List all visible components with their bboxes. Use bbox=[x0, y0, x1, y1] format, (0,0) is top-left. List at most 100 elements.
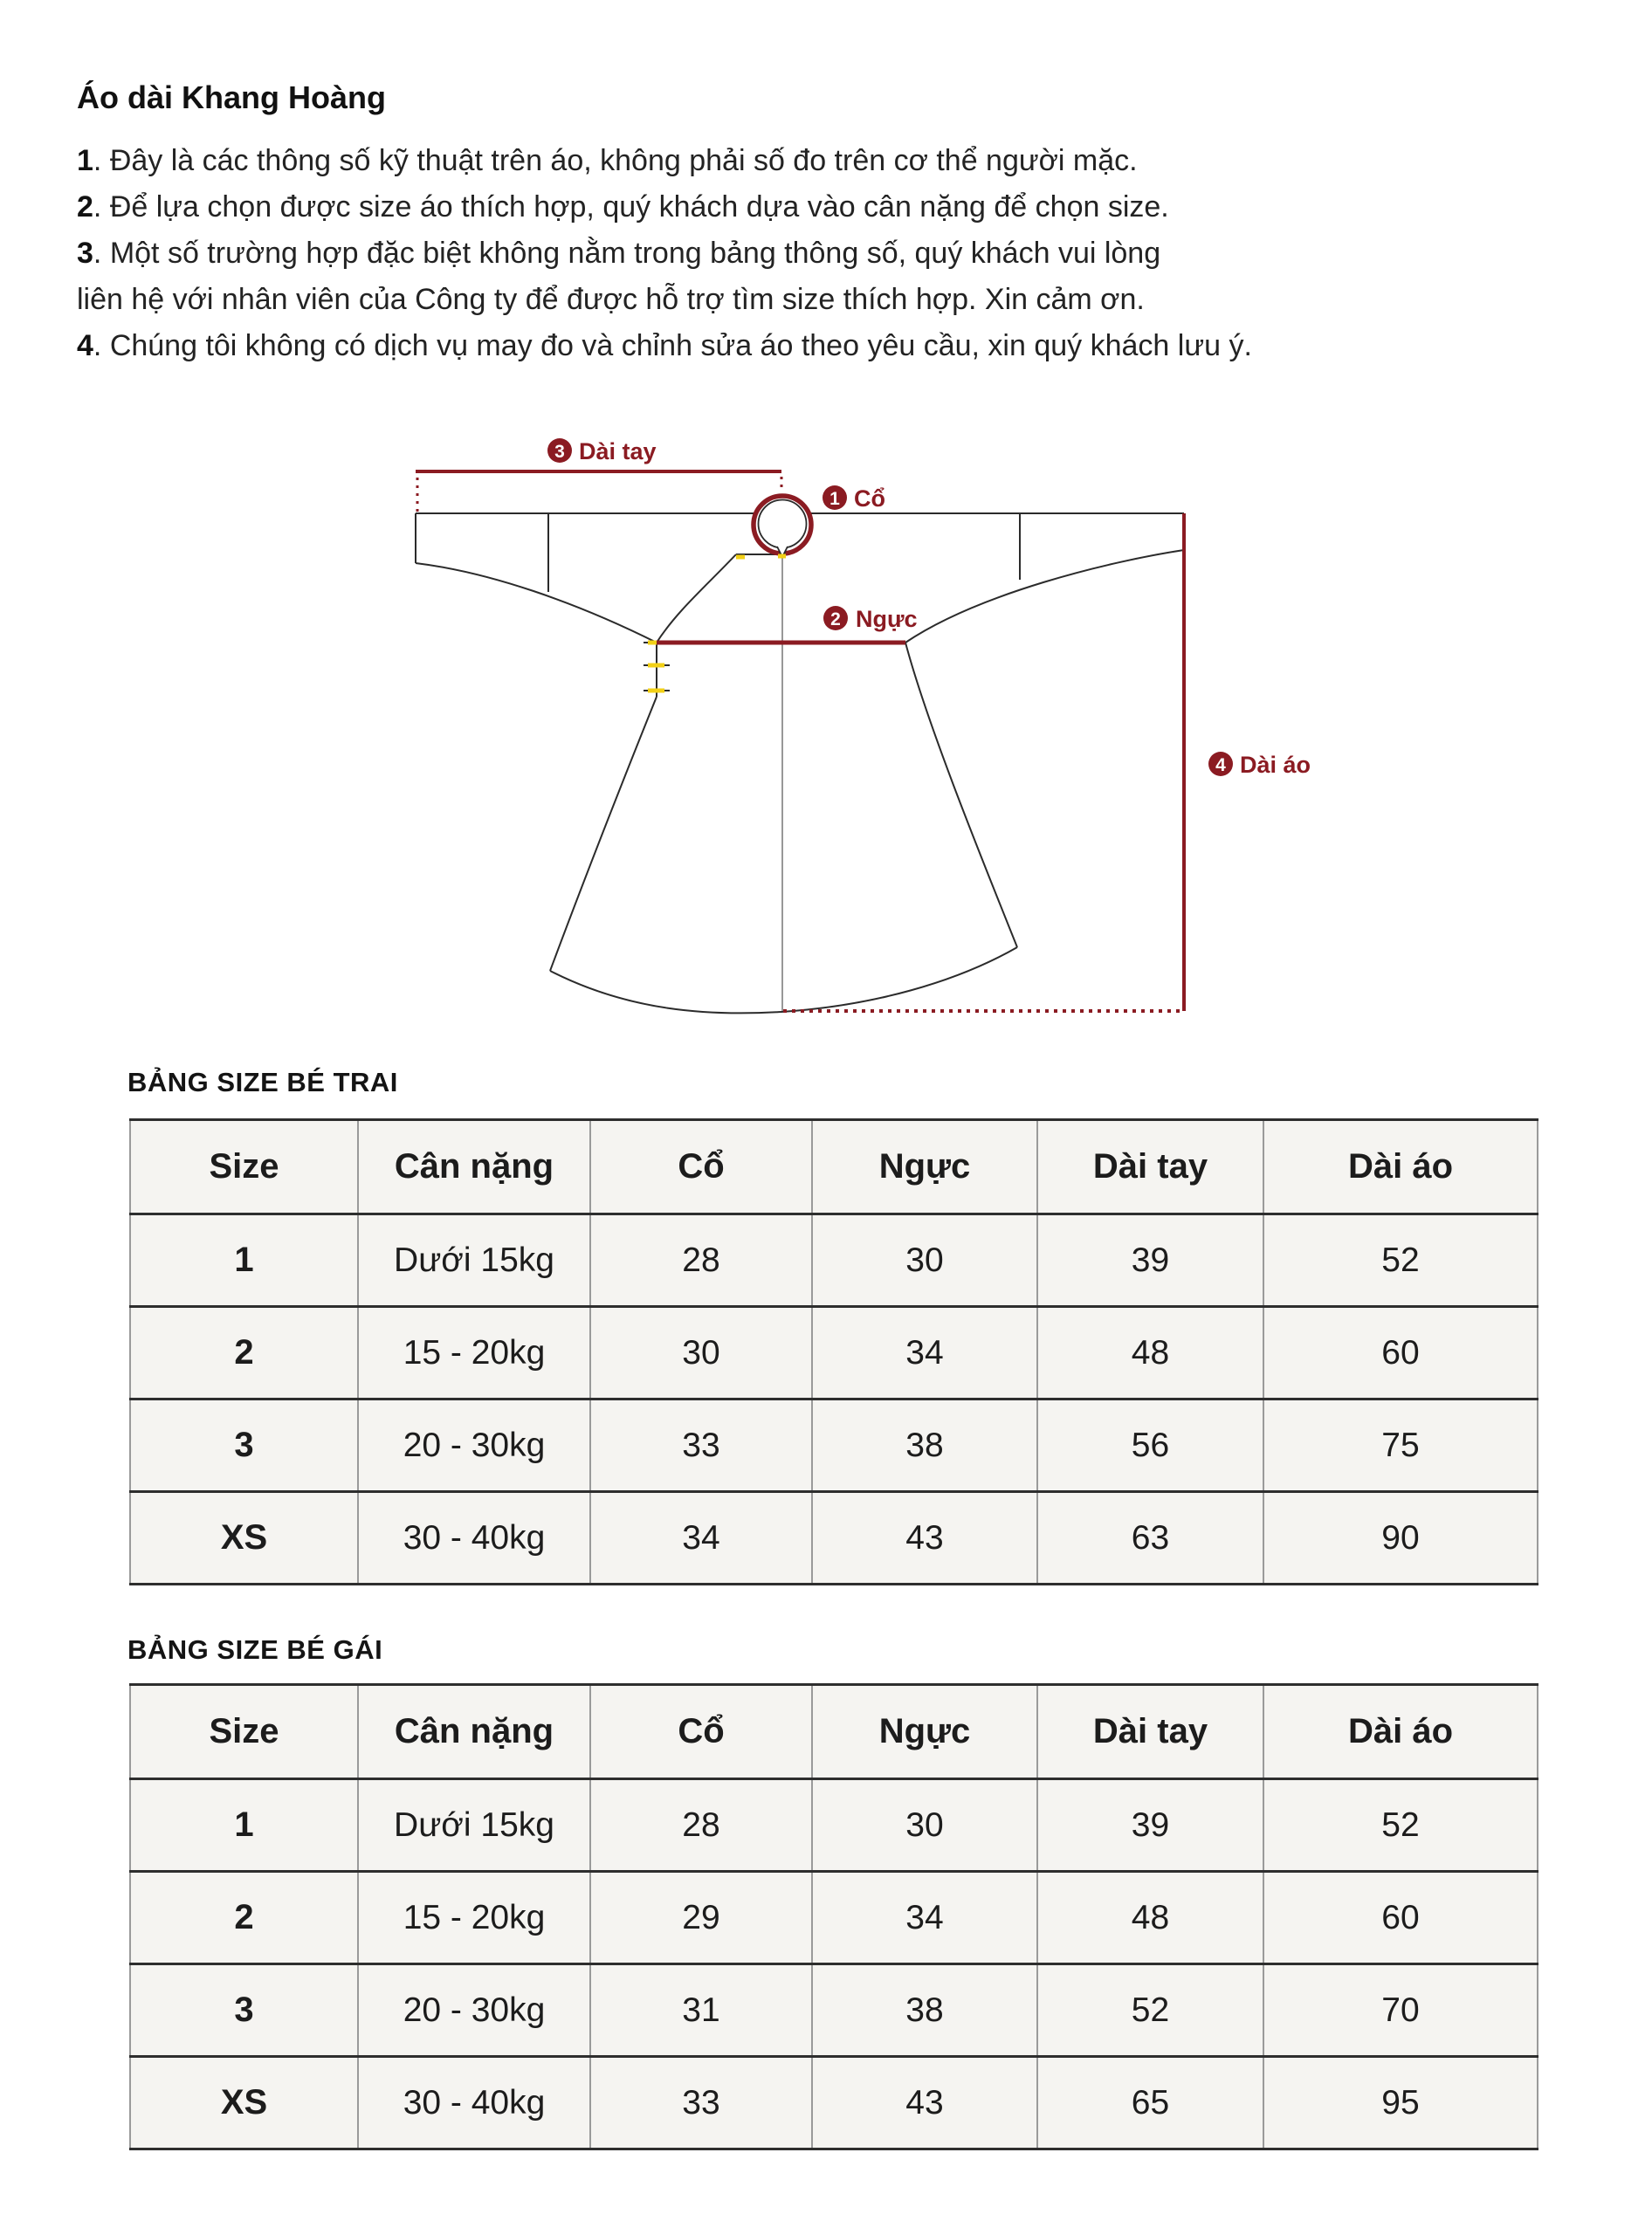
length-cell: 52 bbox=[1263, 1213, 1538, 1308]
chest-cell: 38 bbox=[811, 1398, 1038, 1493]
weight-cell: 20 - 30kg bbox=[357, 1963, 591, 2058]
badge-3-number: 3 bbox=[554, 442, 565, 462]
header-cell-sleeve: Dài tay bbox=[1036, 1683, 1264, 1780]
chest-cell: 34 bbox=[811, 1870, 1038, 1965]
header-cell-size: Size bbox=[129, 1118, 359, 1215]
boys-table-title: BẢNG SIZE BÉ TRAI bbox=[127, 1067, 398, 1097]
chest-cell: 30 bbox=[811, 1778, 1038, 1873]
neck-cell: 29 bbox=[589, 1870, 813, 1965]
size-cell: 3 bbox=[129, 1398, 359, 1493]
weight-cell: 15 - 20kg bbox=[357, 1305, 591, 1400]
length-cell: 95 bbox=[1263, 2055, 1538, 2150]
chest-cell: 30 bbox=[811, 1213, 1038, 1308]
badge-4-icon bbox=[1208, 752, 1233, 776]
header-cell-chest: Ngực bbox=[811, 1118, 1038, 1215]
header-cell-weight: Cân nặng bbox=[357, 1118, 591, 1215]
length-cell: 75 bbox=[1263, 1398, 1538, 1493]
size-cell: 2 bbox=[129, 1870, 359, 1965]
size-cell: 1 bbox=[129, 1213, 359, 1308]
collar-ring bbox=[751, 493, 814, 556]
header-row: Size Cân nặng Cổ Ngực Dài tay Dài áo bbox=[129, 1683, 1538, 1780]
neck-label: Cổ bbox=[854, 485, 885, 512]
size-cell: XS bbox=[129, 1490, 359, 1585]
neck-cell: 28 bbox=[589, 1213, 813, 1308]
garment-outline bbox=[415, 512, 1185, 1014]
note-text: . Chúng tôi không có dịch vụ may đo và c… bbox=[93, 329, 1252, 362]
neck-cell: 30 bbox=[589, 1305, 813, 1400]
sleeve-cell: 39 bbox=[1036, 1778, 1264, 1873]
sleeve-cell: 48 bbox=[1036, 1870, 1264, 1965]
weight-cell: 15 - 20kg bbox=[357, 1870, 591, 1965]
weight-cell: 30 - 40kg bbox=[357, 1490, 591, 1585]
note-line-1: 1. Đây là các thông số kỹ thuật trên áo,… bbox=[77, 138, 1387, 184]
note-number: 2 bbox=[77, 190, 93, 224]
length-cell: 60 bbox=[1263, 1305, 1538, 1400]
girls-table-title: BẢNG SIZE BÉ GÁI bbox=[127, 1634, 383, 1665]
table-row: 1 Dưới 15kg 28 30 39 52 bbox=[129, 1778, 1538, 1873]
table-row: 3 20 - 30kg 31 38 52 70 bbox=[129, 1963, 1538, 2058]
size-cell: XS bbox=[129, 2055, 359, 2150]
table-row: 1 Dưới 15kg 28 30 39 52 bbox=[129, 1213, 1538, 1308]
weight-cell: 20 - 30kg bbox=[357, 1398, 591, 1493]
table-row: XS 30 - 40kg 33 43 65 95 bbox=[129, 2055, 1538, 2150]
chest-cell: 43 bbox=[811, 1490, 1038, 1585]
note-line-2: 2. Để lựa chọn được size áo thích hợp, q… bbox=[77, 184, 1387, 230]
length-cell: 52 bbox=[1263, 1778, 1538, 1873]
chest-cell: 43 bbox=[811, 2055, 1038, 2150]
badge-1-number: 1 bbox=[829, 489, 840, 509]
sleeve-cell: 39 bbox=[1036, 1213, 1264, 1308]
badge-2-number: 2 bbox=[830, 609, 841, 629]
note-text: liên hệ với nhân viên của Công ty để đượ… bbox=[77, 283, 1145, 316]
page-title: Áo dài Khang Hoàng bbox=[77, 79, 386, 115]
shirt-length-label: Dài áo bbox=[1240, 752, 1311, 778]
header-cell-weight: Cân nặng bbox=[357, 1683, 591, 1780]
sleeve-cell: 52 bbox=[1036, 1963, 1264, 2058]
table-row: 2 15 - 20kg 30 34 48 60 bbox=[129, 1305, 1538, 1400]
note-line-3: 3. Một số trường hợp đặc biệt không nằm … bbox=[77, 230, 1387, 277]
sleeve-cell: 56 bbox=[1036, 1398, 1264, 1493]
note-number: 1 bbox=[77, 144, 93, 177]
neck-cell: 33 bbox=[589, 1398, 813, 1493]
weight-cell: 30 - 40kg bbox=[357, 2055, 591, 2150]
header-cell-length: Dài áo bbox=[1263, 1683, 1538, 1780]
ao-dai-measurement-diagram: 3 Dài tay 1 Cổ 2 Ngực 4 Dài áo bbox=[415, 438, 1311, 1014]
chest-label: Ngực bbox=[856, 606, 918, 632]
length-cell: 90 bbox=[1263, 1490, 1538, 1585]
size-table-boys: Size Cân nặng Cổ Ngực Dài tay Dài áo 1 D… bbox=[129, 1118, 1538, 1585]
sleeve-cell: 48 bbox=[1036, 1305, 1264, 1400]
neck-cell: 33 bbox=[589, 2055, 813, 2150]
note-line-4: 4. Chúng tôi không có dịch vụ may đo và … bbox=[77, 323, 1387, 369]
table-row: XS 30 - 40kg 34 43 63 90 bbox=[129, 1490, 1538, 1585]
badge-3-icon bbox=[547, 438, 572, 463]
header-cell-chest: Ngực bbox=[811, 1683, 1038, 1780]
header-cell-size: Size bbox=[129, 1683, 359, 1780]
size-table-girls: Size Cân nặng Cổ Ngực Dài tay Dài áo 1 D… bbox=[129, 1683, 1538, 2150]
size-cell: 1 bbox=[129, 1778, 359, 1873]
size-cell: 3 bbox=[129, 1963, 359, 2058]
header-row: Size Cân nặng Cổ Ngực Dài tay Dài áo bbox=[129, 1118, 1538, 1215]
table-row: 3 20 - 30kg 33 38 56 75 bbox=[129, 1398, 1538, 1493]
length-cell: 60 bbox=[1263, 1870, 1538, 1965]
header-cell-sleeve: Dài tay bbox=[1036, 1118, 1264, 1215]
length-cell: 70 bbox=[1263, 1963, 1538, 2058]
header-cell-length: Dài áo bbox=[1263, 1118, 1538, 1215]
sleeve-length-label: Dài tay bbox=[579, 438, 657, 464]
badge-1-icon bbox=[823, 485, 847, 510]
badge-2-icon bbox=[823, 606, 848, 630]
note-text: . Để lựa chọn được size áo thích hợp, qu… bbox=[93, 190, 1169, 224]
sleeve-cell: 63 bbox=[1036, 1490, 1264, 1585]
intro-section: Áo dài Khang Hoàng 1. Đây là các thông s… bbox=[77, 73, 1387, 369]
note-line-3b: liên hệ với nhân viên của Công ty để đượ… bbox=[77, 277, 1387, 323]
weight-cell: Dưới 15kg bbox=[357, 1213, 591, 1308]
header-cell-neck: Cổ bbox=[589, 1118, 813, 1215]
header-cell-neck: Cổ bbox=[589, 1683, 813, 1780]
measurement-lines bbox=[416, 470, 1186, 1013]
chest-cell: 38 bbox=[811, 1963, 1038, 2058]
note-text: . Một số trường hợp đặc biệt không nằm t… bbox=[93, 237, 1161, 270]
sleeve-cell: 65 bbox=[1036, 2055, 1264, 2150]
neck-cell: 31 bbox=[589, 1963, 813, 2058]
note-number: 3 bbox=[77, 237, 93, 270]
note-text: . Đây là các thông số kỹ thuật trên áo, … bbox=[93, 144, 1138, 177]
weight-cell: Dưới 15kg bbox=[357, 1778, 591, 1873]
